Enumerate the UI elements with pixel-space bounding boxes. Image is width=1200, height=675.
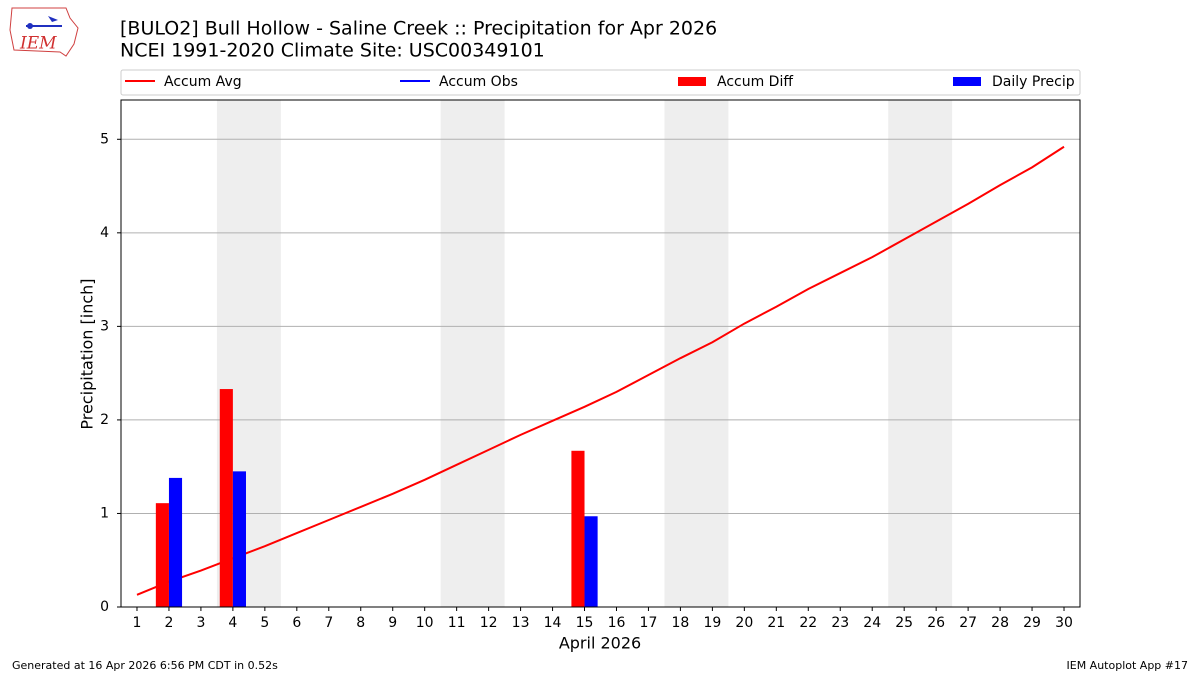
logo-outline [9, 7, 79, 57]
bar [219, 389, 233, 607]
y-tick-label: 1 [100, 505, 109, 521]
legend-label: Accum Obs [439, 74, 518, 90]
x-tick-label: 20 [735, 615, 753, 631]
x-tick-label: 7 [324, 615, 333, 631]
y-axis-label: Precipitation [inch] [78, 278, 97, 429]
y-tick-label: 4 [100, 225, 109, 241]
logo-text: IEM [19, 34, 57, 54]
x-tick-label: 1 [133, 615, 142, 631]
legend-swatch [953, 77, 981, 86]
weekend-shade [664, 100, 729, 607]
x-tick-label: 4 [228, 615, 237, 631]
y-tick-label: 5 [100, 131, 109, 147]
legend-box [120, 69, 1081, 96]
x-tick-label: 24 [863, 615, 881, 631]
x-tick-label: 12 [480, 615, 498, 631]
chart-subtitle: NCEI 1991-2020 Climate Site: USC00349101 [120, 40, 545, 62]
x-tick-label: 15 [576, 615, 594, 631]
legend-label: Accum Diff [717, 74, 793, 90]
y-tick-label: 2 [100, 412, 109, 428]
x-tick-label: 19 [703, 615, 721, 631]
legend-label: Accum Avg [164, 74, 242, 90]
x-tick-label: 13 [512, 615, 530, 631]
weekend-shade [440, 100, 505, 607]
x-tick-label: 27 [959, 615, 977, 631]
legend-label: Daily Precip [992, 74, 1075, 90]
chart-title: [BULO2] Bull Hollow - Saline Creek :: Pr… [120, 18, 717, 40]
x-tick-label: 9 [388, 615, 397, 631]
footer-right: IEM Autoplot App #17 [1067, 659, 1189, 672]
x-tick-label: 17 [640, 615, 658, 631]
x-tick-label: 5 [260, 615, 269, 631]
weekend-shade [888, 100, 953, 607]
plot-frame [120, 99, 1081, 608]
y-tick-label: 0 [100, 599, 109, 615]
x-tick-label: 8 [356, 615, 365, 631]
x-tick-label: 6 [292, 615, 301, 631]
x-tick-label: 16 [608, 615, 626, 631]
x-tick-label: 14 [544, 615, 562, 631]
x-tick-label: 23 [831, 615, 849, 631]
x-tick-label: 10 [416, 615, 434, 631]
bar [571, 450, 585, 607]
x-tick-label: 11 [448, 615, 466, 631]
x-tick-label: 30 [1055, 615, 1073, 631]
bar [155, 503, 169, 607]
x-tick-label: 28 [991, 615, 1009, 631]
x-axis-label: April 2026 [559, 634, 641, 653]
legend-swatch [678, 77, 706, 86]
bar [168, 477, 183, 607]
x-tick-label: 22 [799, 615, 817, 631]
line [136, 145, 1065, 596]
logo: IEM [9, 7, 79, 57]
x-tick-label: 2 [164, 615, 173, 631]
bar [584, 516, 598, 607]
x-tick-label: 3 [196, 615, 205, 631]
bar [232, 471, 246, 607]
y-tick-label: 3 [100, 318, 109, 334]
x-tick-label: 26 [927, 615, 945, 631]
x-tick-label: 21 [767, 615, 785, 631]
footer-left: Generated at 16 Apr 2026 6:56 PM CDT in … [12, 659, 278, 672]
x-tick-label: 29 [1023, 615, 1041, 631]
x-tick-label: 25 [895, 615, 913, 631]
logo-glyph [27, 23, 33, 29]
x-tick-label: 18 [672, 615, 690, 631]
logo-glyph [48, 16, 58, 22]
